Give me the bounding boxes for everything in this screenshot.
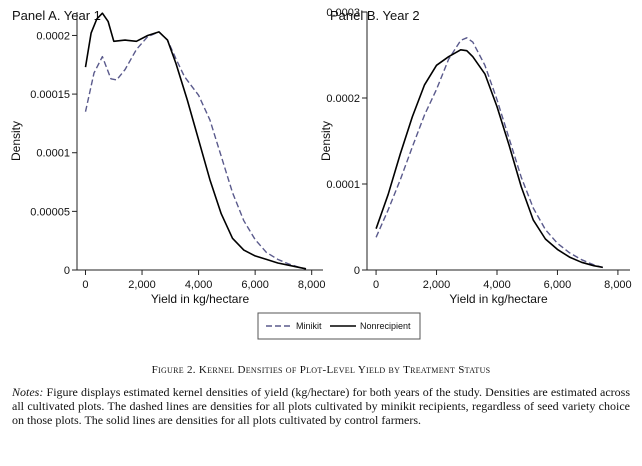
legend-label-minikit: Minikit	[296, 321, 322, 331]
x-tick-label: 4,000	[483, 279, 511, 291]
series-line-minikit	[84, 31, 307, 270]
x-tick-label: 2,000	[128, 279, 156, 291]
y-tick-label: 0	[354, 265, 360, 277]
y-tick-label: 0.0003	[326, 7, 360, 19]
series-line-nonrecipient	[375, 48, 603, 269]
y-tick-label: 0.0002	[326, 93, 360, 105]
figure-notes: Notes: Figure displays estimated kernel …	[12, 385, 630, 427]
x-tick-label: 0	[373, 279, 379, 291]
x-tick-label: 0	[82, 279, 88, 291]
series-line-minikit	[375, 37, 603, 269]
notes-label: Notes:	[12, 385, 44, 399]
x-tick-label: 2,000	[423, 279, 451, 291]
panel-title: Panel B. Year 2	[330, 8, 420, 23]
x-axis-label: Yield in kg/hectare	[151, 292, 250, 306]
y-tick-label: 0.0001	[326, 179, 360, 191]
series-line-nonrecipient	[84, 12, 307, 270]
panel-b: Panel B. Year 2 0 0.0001 0.0002 0.0003 0 2,000…	[319, 7, 632, 306]
x-tick-label: 6,000	[241, 279, 269, 291]
y-tick-label: 0.00005	[30, 206, 70, 218]
x-tick-label: 8,000	[604, 279, 632, 291]
y-tick-label: 0	[64, 265, 70, 277]
legend: Minikit Nonrecipient	[257, 312, 421, 340]
legend-label-nonrecipient: Nonrecipient	[360, 321, 411, 331]
panel-a: Panel A. Year 1 0 0.00005 0.0001 0.00015 0.00…	[9, 8, 325, 306]
figure-caption: Figure 2. Kernel Densities of Plot-Level…	[151, 364, 491, 376]
y-axis-label: Density	[9, 121, 23, 161]
x-axis-label: Yield in kg/hectare	[449, 292, 548, 306]
panel-title: Panel A. Year 1	[12, 8, 101, 23]
x-tick-label: 6,000	[544, 279, 572, 291]
figure-plots: Panel A. Year 1 0 0.00005 0.0001 0.00015 0.00…	[9, 7, 632, 340]
x-tick-label: 4,000	[185, 279, 213, 291]
y-axis-label: Density	[319, 121, 333, 161]
notes-text: Figure displays estimated kernel densiti…	[12, 385, 630, 427]
y-tick-label: 0.0001	[36, 148, 70, 160]
y-tick-label: 0.00015	[30, 89, 70, 101]
y-tick-label: 0.0002	[36, 30, 70, 42]
x-tick-label: 8,000	[298, 279, 326, 291]
